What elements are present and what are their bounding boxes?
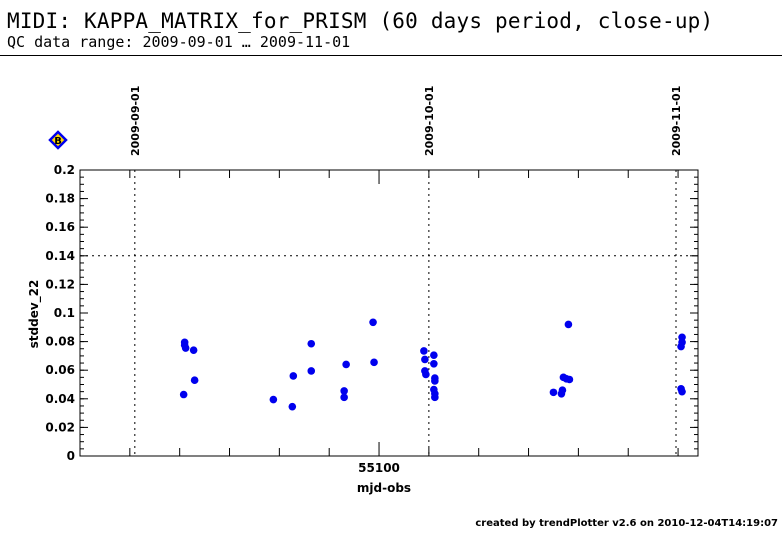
data-point	[430, 351, 438, 359]
legend-diamond-icon	[48, 130, 68, 150]
y-tick-label: 0.16	[45, 220, 75, 234]
data-point	[289, 372, 298, 380]
footer-credit: created by trendPlotter v2.6 on 2010-12-…	[475, 518, 778, 529]
data-point	[430, 359, 438, 368]
data-point	[340, 387, 348, 395]
y-tick-label: 0.04	[45, 392, 75, 406]
data-point	[181, 344, 190, 352]
plot-frame	[79, 169, 699, 457]
data-point	[565, 375, 574, 384]
data-point	[558, 386, 567, 395]
data-points-layer	[179, 318, 686, 411]
date-marker-label: 2009-11-01	[670, 86, 683, 156]
data-point	[189, 346, 198, 354]
data-point	[269, 395, 278, 404]
y-tick-label: 0.08	[45, 335, 75, 349]
y-tick-label: 0.2	[54, 163, 75, 177]
data-point	[370, 358, 378, 367]
data-point	[307, 339, 316, 348]
data-point	[420, 347, 428, 355]
data-point	[421, 355, 429, 364]
page-subtitle: QC data range: 2009-09-01 … 2009-11-01	[7, 33, 351, 51]
data-point	[340, 393, 348, 402]
legend-glyph: B	[54, 136, 62, 147]
data-point	[549, 388, 558, 397]
y-tick-label: 0.18	[45, 192, 75, 206]
y-tick-label: 0.12	[45, 277, 75, 291]
y-tick-label: 0.14	[45, 249, 75, 263]
data-point	[190, 376, 199, 385]
header-divider	[0, 55, 782, 56]
data-point	[369, 318, 377, 327]
y-tick-label: 0.06	[45, 363, 75, 377]
data-point	[564, 320, 573, 329]
data-point	[288, 402, 297, 411]
date-marker-label: 2009-10-01	[423, 86, 436, 156]
page-title: MIDI: KAPPA_MATRIX_for_PRISM (60 days pe…	[7, 9, 714, 33]
data-point	[422, 370, 430, 379]
x-axis-label: mjd-obs	[357, 481, 411, 495]
axes-layer: 2009-09-01 2009-10-01 2009-11-01 0 0.02 0.04 0…	[45, 86, 699, 475]
legend-marker: B	[48, 130, 68, 150]
data-point	[678, 387, 686, 396]
grid-layer	[80, 170, 698, 456]
y-axis-label: stddev_22	[27, 280, 42, 349]
x-tick-label: 55100	[358, 461, 400, 475]
data-point	[678, 333, 686, 342]
data-point	[179, 390, 188, 399]
data-point	[431, 377, 439, 385]
data-point	[431, 393, 439, 402]
data-point	[342, 360, 350, 369]
data-point	[307, 367, 316, 375]
y-tick-label: 0.02	[45, 420, 75, 434]
y-tick-label: 0	[67, 449, 75, 463]
date-marker-label: 2009-09-01	[129, 86, 142, 156]
y-tick-label: 0.1	[54, 306, 75, 320]
